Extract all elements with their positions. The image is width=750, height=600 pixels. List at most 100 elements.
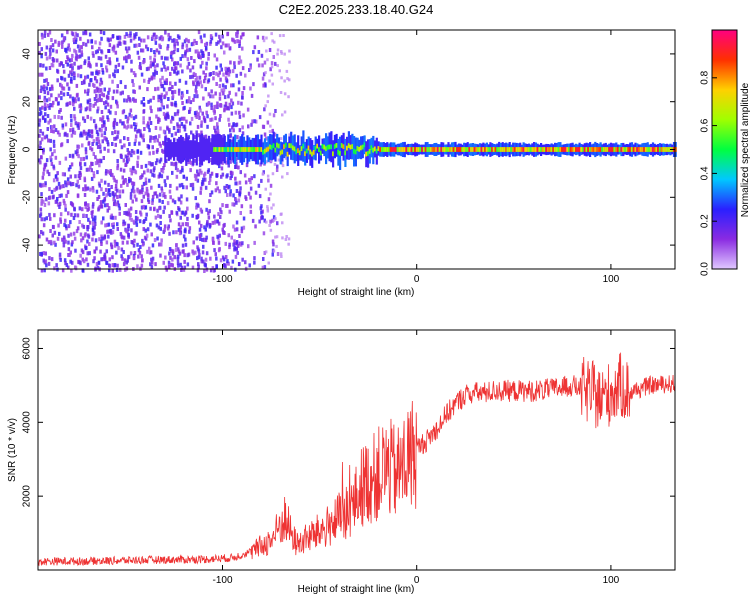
spectrogram-cell [269,124,272,128]
spectrogram-cell [71,127,75,132]
spectrogram-cell [185,133,188,166]
spectrogram-cell [114,192,117,197]
spectrogram-cell [98,204,102,209]
spectrogram-cell [219,114,222,118]
spectrogram-cell [195,133,198,166]
spectrogram-cell [580,147,583,152]
spectrogram-cell [107,142,110,147]
spectrogram-cell [116,84,119,89]
spectrogram-cell [466,147,469,152]
spectrogram-cell [286,151,289,157]
spectrogram-cell [168,231,171,236]
spectrogram-cell [132,83,135,87]
spectrogram-cell [253,240,256,245]
spectrogram-cell [91,186,95,191]
spectrogram-cell [190,116,194,121]
spectrogram-cell [213,214,216,219]
spectrogram-cell [67,265,70,270]
spectrogram-cell [197,203,200,208]
spectrogram-cell [215,65,218,70]
spectrogram-cell [119,167,123,172]
spectrogram-cell [211,266,215,271]
spectrogram-cell [217,40,220,45]
spectrogram-cell [66,177,70,182]
spectrogram-cell [235,200,238,205]
spectrogram-cell [134,98,137,103]
spectrogram-cell [234,92,238,97]
spectrogram-cell [166,201,170,206]
spectrogram-cell [236,250,239,255]
spectrogram-cell [464,147,468,152]
spectrogram-cell [94,40,97,45]
spectrogram-cell [186,57,190,62]
spectrogram-cell [125,98,129,103]
spectrogram-cell [188,140,191,159]
spectrogram-cell [166,44,170,49]
spectrogram-cell [144,177,148,182]
spectrogram-cell [78,170,81,175]
spectrogram-cell [103,180,107,185]
spectrogram-cell [249,209,253,214]
spectrogram-cell [43,102,47,107]
spectrogram-cell [182,124,185,129]
spectrogram-cell [175,186,179,191]
spectrogram-cell [92,202,95,207]
spectrogram-cell [156,194,159,199]
spectrogram-cell [71,53,74,58]
spectrogram-cell [145,186,149,191]
spectrogram-cell [429,147,433,152]
spectrogram-cell [47,32,50,37]
spectrogram-cell [132,243,136,248]
spectrogram-cell [110,213,113,218]
spectrogram-cell [149,60,153,65]
spectrogram-cell [124,203,127,207]
spectrogram-cell [223,104,227,109]
spectrogram-cell [176,247,180,252]
spectrogram-cell [257,50,261,54]
spectrogram-cell [181,42,185,47]
spectrogram-cell [128,142,131,147]
spectrogram-cell [119,139,122,144]
spectrogram-cell [103,254,106,259]
x-tick-label: 0 [414,575,420,586]
spectrogram-cell [568,147,571,152]
spectrogram-cell [127,33,130,38]
spectrogram-cell [76,179,79,184]
spectrogram-cell [162,129,166,134]
spectrogram-cell [228,46,232,51]
spectrogram-cell [564,147,567,152]
spectrogram-cell [210,171,214,176]
spectrogram-cell [244,180,248,185]
colorbar-tick-label: 0.4 [700,166,711,180]
spectrogram-cell [85,136,89,141]
spectrogram-cell [290,143,293,149]
spectrogram-cell [129,192,133,197]
spectrogram-cell [153,53,157,58]
spectrogram-cell [38,95,41,100]
spectrogram-cell [45,78,48,83]
spectrogram-cell [538,147,541,152]
spectrogram-cell [131,185,135,190]
spectrogram-cell [123,56,126,61]
spectrogram-cell [133,141,137,146]
spectrogram-cell [242,216,246,221]
spectrogram-cell [209,34,213,38]
spectrogram-cell [224,204,228,208]
spectrogram-cell [150,265,154,270]
spectrogram-cell [230,98,233,103]
spectrogram-cell [407,147,410,152]
spectrogram-cell [197,247,200,252]
spectrogram-cell [173,42,176,47]
spectrogram-cell [205,251,209,256]
spectrogram-cell [140,48,143,53]
spectrogram-cell [197,264,200,269]
spectrogram-cell [50,62,54,67]
spectrogram-cell [48,105,51,110]
spectrogram-cell [330,144,333,150]
spectrogram-cell [42,223,46,228]
spectrogram-cell [272,218,276,222]
spectrogram-cell [41,72,44,77]
spectrogram-cell [172,50,176,55]
spectrogram-cell [461,147,464,152]
spectrogram-cell [49,229,52,233]
